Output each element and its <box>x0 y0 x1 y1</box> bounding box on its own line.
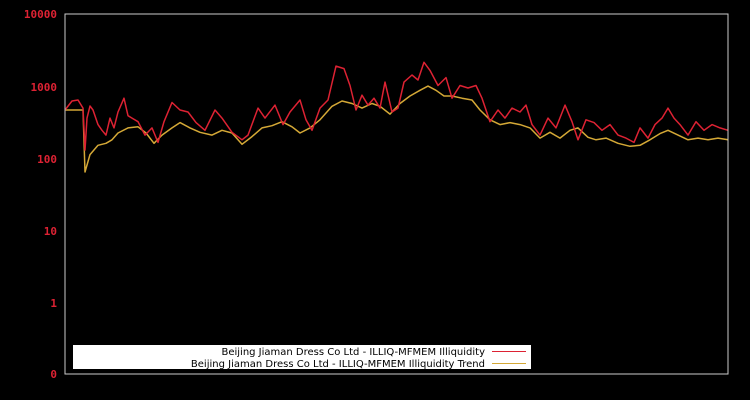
plot-series <box>64 61 729 173</box>
y-tick-label: 0 <box>50 368 57 381</box>
y-tick-label: 100 <box>37 153 57 166</box>
y-tick-label: 1000 <box>31 81 58 94</box>
illiquidity-line <box>64 61 729 151</box>
y-tick-label: 1 <box>50 297 57 310</box>
legend: Beijing Jiaman Dress Co Ltd - ILLIQ-MFME… <box>73 345 531 370</box>
y-tick-label: 10000 <box>24 8 57 21</box>
legend-label-trend: Beijing Jiaman Dress Co Ltd - ILLIQ-MFME… <box>191 359 485 370</box>
legend-box <box>73 345 531 369</box>
plot-frame <box>64 13 729 375</box>
legend-label-illiquidity: Beijing Jiaman Dress Co Ltd - ILLIQ-MFME… <box>221 347 485 358</box>
y-tick-label: 10 <box>44 225 57 238</box>
